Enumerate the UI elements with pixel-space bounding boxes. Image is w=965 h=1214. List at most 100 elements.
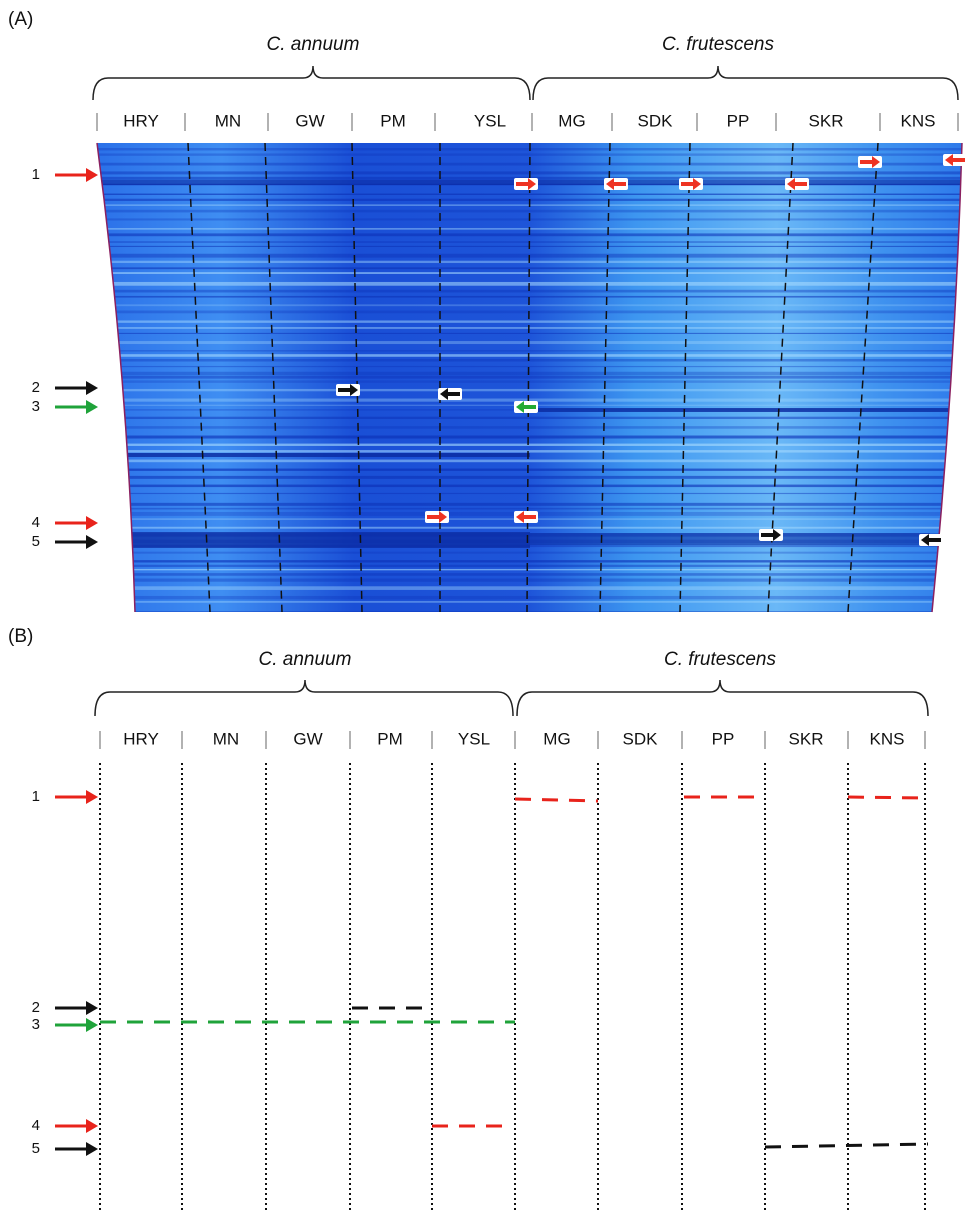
gel-band: [97, 359, 962, 362]
gel-band: [97, 526, 962, 529]
gel-arrow-head: [350, 384, 358, 396]
panel-label: (A): [8, 9, 33, 30]
lane-label: SKR: [789, 729, 824, 748]
gel-band: [97, 295, 962, 298]
arrow-head: [86, 1119, 98, 1133]
gel-band: [97, 380, 962, 383]
band: [847, 795, 926, 800]
gel-band: [97, 426, 962, 429]
lane-label: KNS: [901, 111, 936, 130]
gel-band: [97, 416, 962, 420]
gel-band: [97, 350, 962, 352]
group-label: C. frutescens: [664, 649, 776, 670]
panel-label: (B): [8, 626, 33, 647]
gel-band: [97, 453, 530, 457]
gel-band: [97, 484, 962, 488]
arrow-head: [86, 168, 98, 182]
lane-label: SDK: [638, 111, 674, 130]
arrow-head: [86, 516, 98, 530]
lane-label: PP: [712, 729, 735, 748]
group-label: C. annuum: [259, 649, 352, 670]
gel-band: [97, 162, 962, 166]
gel-band: [97, 193, 962, 195]
gel-arrow-head: [439, 511, 447, 523]
gel-band: [97, 551, 962, 554]
gel-band: [97, 148, 962, 151]
gel-band: [530, 408, 950, 412]
marker-label: 2: [32, 999, 40, 1016]
gel-band: [97, 171, 962, 175]
brace: [516, 679, 929, 717]
gel-band: [97, 564, 962, 567]
gel-band: [97, 289, 962, 293]
gel-band: [97, 371, 962, 376]
band: [764, 1142, 929, 1149]
lane-label: MN: [213, 729, 239, 748]
group-label: C. annuum: [267, 34, 360, 55]
gel-band: [97, 398, 962, 402]
gel-arrow-head: [921, 534, 929, 546]
group-label: C. frutescens: [662, 34, 774, 55]
gel-band: [97, 267, 962, 270]
lane-label: HRY: [123, 111, 159, 130]
marker-label: 5: [32, 533, 40, 550]
brace: [94, 679, 514, 717]
gel-band: [97, 443, 962, 446]
lane-label: MG: [558, 111, 585, 130]
gel-band: [97, 388, 962, 392]
gel-band: [97, 332, 962, 334]
lane-label: SDK: [623, 729, 659, 748]
lane-label: PM: [377, 729, 403, 748]
lane-label: GW: [293, 729, 322, 748]
marker-label: 1: [32, 166, 40, 183]
brace: [92, 65, 531, 101]
lane-label: HRY: [123, 729, 159, 748]
gel-band: [97, 272, 962, 274]
gel-band: [97, 475, 962, 479]
gel-band: [97, 560, 962, 563]
arrow-head: [86, 535, 98, 549]
gel-band: [97, 568, 962, 571]
marker-label: 3: [32, 1016, 40, 1033]
gel-band: [97, 435, 962, 439]
lane-label: GW: [295, 111, 324, 130]
lane-label: KNS: [870, 729, 905, 748]
marker-label: 4: [32, 514, 40, 531]
gel-band: [97, 532, 530, 548]
gel-band: [97, 233, 962, 237]
gel-arrow-head: [440, 388, 448, 400]
gel-band: [97, 227, 962, 230]
gel-arrow-head: [528, 178, 536, 190]
lane-label: MG: [543, 729, 570, 748]
gel-band: [97, 281, 962, 286]
marker-label: 5: [32, 1140, 40, 1157]
lane-label: YSL: [458, 729, 490, 748]
gel-band: [97, 218, 962, 221]
gel-band: [97, 260, 962, 264]
arrow-head: [86, 1018, 98, 1032]
gel-band: [97, 245, 962, 248]
gel-band: [97, 595, 962, 600]
gel-band: [97, 611, 962, 612]
gel-band: [97, 507, 962, 510]
gel-arrow-head: [693, 178, 701, 190]
gel-arrow-head: [945, 154, 953, 166]
gel-arrow-head: [606, 178, 614, 190]
gel-band: [97, 365, 962, 368]
arrow-head: [86, 400, 98, 414]
gel-band: [97, 304, 962, 307]
gel-arrow-head: [787, 178, 795, 190]
arrow-head: [86, 790, 98, 804]
gel-image: [97, 143, 962, 612]
lane-label: PM: [380, 111, 406, 130]
gel-band: [97, 586, 962, 590]
gel-band: [97, 450, 962, 453]
gel-arrow-head: [516, 511, 524, 523]
marker-label: 1: [32, 788, 40, 805]
gel-band: [97, 204, 962, 206]
arrow-head: [86, 1001, 98, 1015]
gel-band: [97, 320, 962, 323]
gel-band: [97, 573, 962, 576]
gel-band: [97, 459, 962, 463]
